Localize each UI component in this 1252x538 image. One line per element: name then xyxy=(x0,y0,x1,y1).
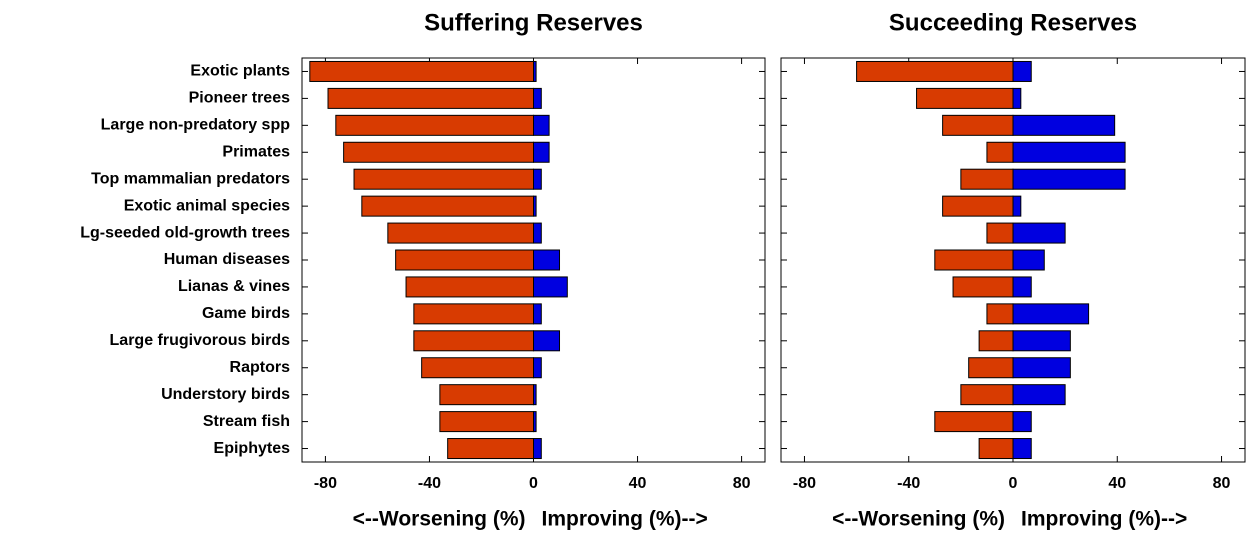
bar xyxy=(1012,438,1032,460)
chart-title: Succeeding Reserves xyxy=(889,9,1137,36)
x-axis-label: <--Worsening (%) xyxy=(832,508,1005,531)
x-tick-label: 0 xyxy=(529,475,538,492)
bar xyxy=(361,195,534,217)
bar xyxy=(952,276,1014,298)
x-tick-label: -80 xyxy=(793,475,816,492)
bar xyxy=(1012,384,1066,406)
category-label: Stream fish xyxy=(203,413,290,430)
bar xyxy=(1012,195,1022,217)
bar xyxy=(1012,168,1126,190)
bar xyxy=(533,168,542,190)
bar xyxy=(1012,87,1022,109)
bar xyxy=(533,141,550,163)
x-tick-label: -40 xyxy=(897,475,920,492)
bar xyxy=(387,222,534,244)
bar xyxy=(916,87,1014,109)
bar xyxy=(960,168,1014,190)
bar xyxy=(533,249,561,271)
bar xyxy=(1012,249,1045,271)
bar xyxy=(934,411,1014,433)
bar xyxy=(533,330,561,352)
bar xyxy=(978,330,1014,352)
bar xyxy=(934,249,1014,271)
x-tick-label: -40 xyxy=(418,475,441,492)
x-axis-label: Improving (%)--> xyxy=(542,508,708,531)
bar xyxy=(1012,411,1032,433)
category-label: Lianas & vines xyxy=(178,278,290,295)
bar xyxy=(856,60,1014,82)
category-label: Lg-seeded old-growth trees xyxy=(80,224,290,241)
bar xyxy=(533,411,537,433)
bar xyxy=(335,114,534,136)
bar xyxy=(413,303,535,325)
bar xyxy=(1012,141,1126,163)
bar xyxy=(533,114,550,136)
bar xyxy=(533,222,542,244)
bar xyxy=(533,438,542,460)
bar xyxy=(1012,330,1071,352)
bar xyxy=(533,384,537,406)
bar xyxy=(968,357,1014,379)
x-tick-label: 80 xyxy=(1213,475,1231,492)
bar xyxy=(533,276,568,298)
bar xyxy=(533,195,537,217)
bar xyxy=(1012,276,1032,298)
bar xyxy=(353,168,534,190)
bar xyxy=(405,276,535,298)
category-label: Raptors xyxy=(230,359,291,376)
x-axis-label: Improving (%)--> xyxy=(1021,508,1187,531)
category-label: Pioneer trees xyxy=(189,90,290,107)
bar xyxy=(1012,114,1116,136)
bar xyxy=(1012,357,1071,379)
x-tick-label: 40 xyxy=(629,475,647,492)
category-label: Game birds xyxy=(202,305,290,322)
x-tick-label: 40 xyxy=(1108,475,1126,492)
x-tick-label: 80 xyxy=(733,475,751,492)
bar xyxy=(986,141,1014,163)
bar xyxy=(986,303,1014,325)
chart-title: Suffering Reserves xyxy=(424,9,643,36)
bar xyxy=(439,411,535,433)
category-label: Epiphytes xyxy=(214,440,291,457)
category-label: Exotic plants xyxy=(190,63,290,80)
bar xyxy=(327,87,534,109)
category-label: Exotic animal species xyxy=(124,197,290,214)
bar xyxy=(533,303,542,325)
category-label: Large non-predatory spp xyxy=(101,117,291,134)
category-label: Understory birds xyxy=(161,386,290,403)
bar xyxy=(533,357,542,379)
bar xyxy=(343,141,534,163)
bar xyxy=(1012,60,1032,82)
bar xyxy=(447,438,535,460)
bar xyxy=(960,384,1014,406)
category-label: Large frugivorous birds xyxy=(110,332,291,349)
bar xyxy=(942,114,1014,136)
bar xyxy=(533,87,542,109)
bar xyxy=(942,195,1014,217)
bar xyxy=(395,249,534,271)
x-tick-label: -80 xyxy=(314,475,337,492)
x-axis-label: <--Worsening (%) xyxy=(353,508,526,531)
bar xyxy=(1012,222,1066,244)
category-label: Human diseases xyxy=(164,251,290,268)
bar xyxy=(439,384,535,406)
bar xyxy=(986,222,1014,244)
bar xyxy=(978,438,1014,460)
x-tick-label: 0 xyxy=(1009,475,1018,492)
category-label: Primates xyxy=(222,143,290,160)
bar xyxy=(413,330,535,352)
category-label: Top mammalian predators xyxy=(91,170,290,187)
bar xyxy=(1012,303,1090,325)
bar xyxy=(309,60,534,82)
bar xyxy=(533,60,537,82)
bar xyxy=(421,357,534,379)
